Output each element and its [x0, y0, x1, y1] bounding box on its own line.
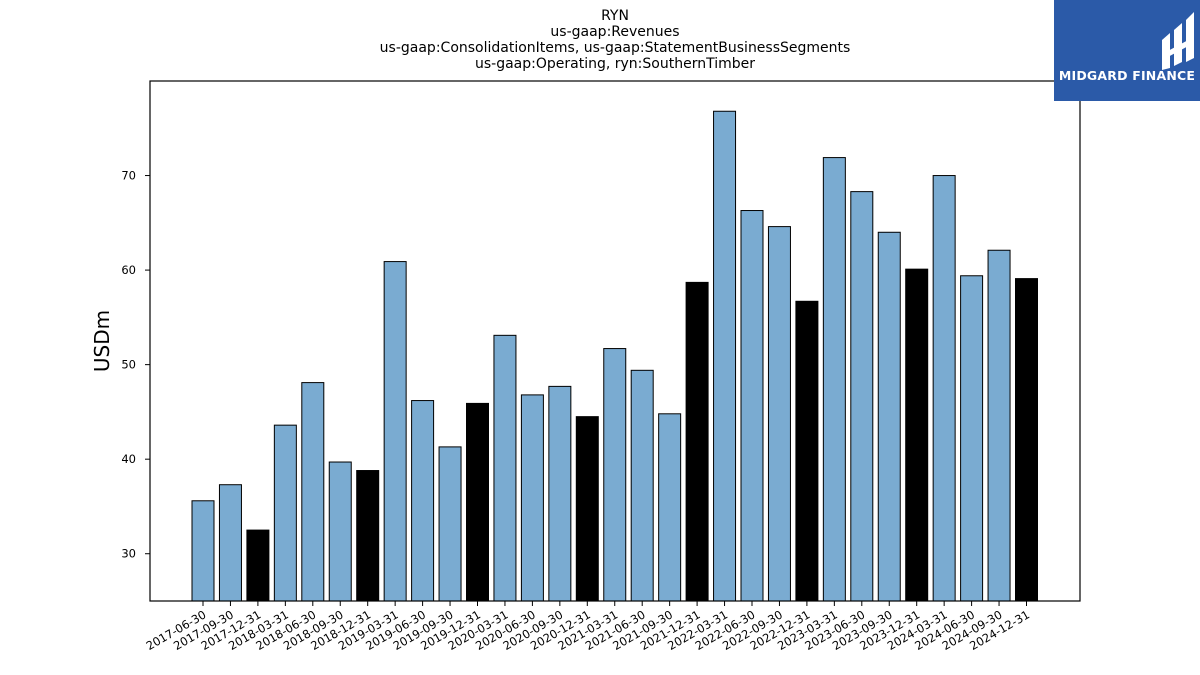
bar — [218, 484, 242, 602]
bar — [685, 281, 709, 602]
bar — [1015, 278, 1038, 602]
midgard-finance-logo: MIDGARD FINANCE — [1054, 0, 1200, 101]
bar — [960, 275, 984, 602]
bar — [301, 382, 325, 602]
bar — [850, 191, 874, 602]
bar — [328, 461, 352, 602]
bar — [466, 402, 489, 602]
bar — [767, 226, 791, 602]
bar — [795, 300, 819, 602]
bar — [740, 210, 764, 602]
bar — [987, 249, 1011, 602]
y-tick-label: 30 — [121, 547, 136, 561]
bar — [493, 334, 517, 602]
bar — [356, 470, 380, 602]
plot-frame — [149, 80, 1081, 602]
chart-title-line: RYN — [601, 8, 629, 24]
y-tick-label: 40 — [121, 452, 136, 466]
bar — [932, 175, 956, 602]
bar — [905, 268, 929, 602]
logo-text: MIDGARD FINANCE — [1058, 68, 1196, 83]
midgard-logo-icon — [1162, 12, 1194, 70]
bar — [438, 446, 462, 602]
bar — [630, 369, 654, 602]
bar — [877, 231, 901, 602]
bar — [246, 529, 270, 602]
chart-title-line: us-gaap:ConsolidationItems, us-gaap:Stat… — [379, 40, 851, 56]
bar — [383, 261, 407, 602]
bar — [520, 394, 544, 602]
y-tick-label: 50 — [121, 358, 136, 372]
bar — [191, 500, 215, 602]
y-axis-label: USDm — [90, 310, 114, 372]
y-tick-label: 70 — [121, 169, 136, 183]
bar — [575, 416, 599, 602]
bar — [548, 385, 572, 602]
bar — [822, 157, 846, 602]
bar — [658, 413, 682, 602]
bar — [603, 348, 627, 602]
chart-title-line: us-gaap:Revenues — [550, 24, 680, 40]
chart-title-line: us-gaap:Operating, ryn:SouthernTimber — [475, 56, 755, 72]
y-tick-label: 60 — [121, 263, 136, 277]
bar — [713, 110, 737, 602]
bar — [273, 424, 297, 602]
bar — [411, 400, 435, 602]
